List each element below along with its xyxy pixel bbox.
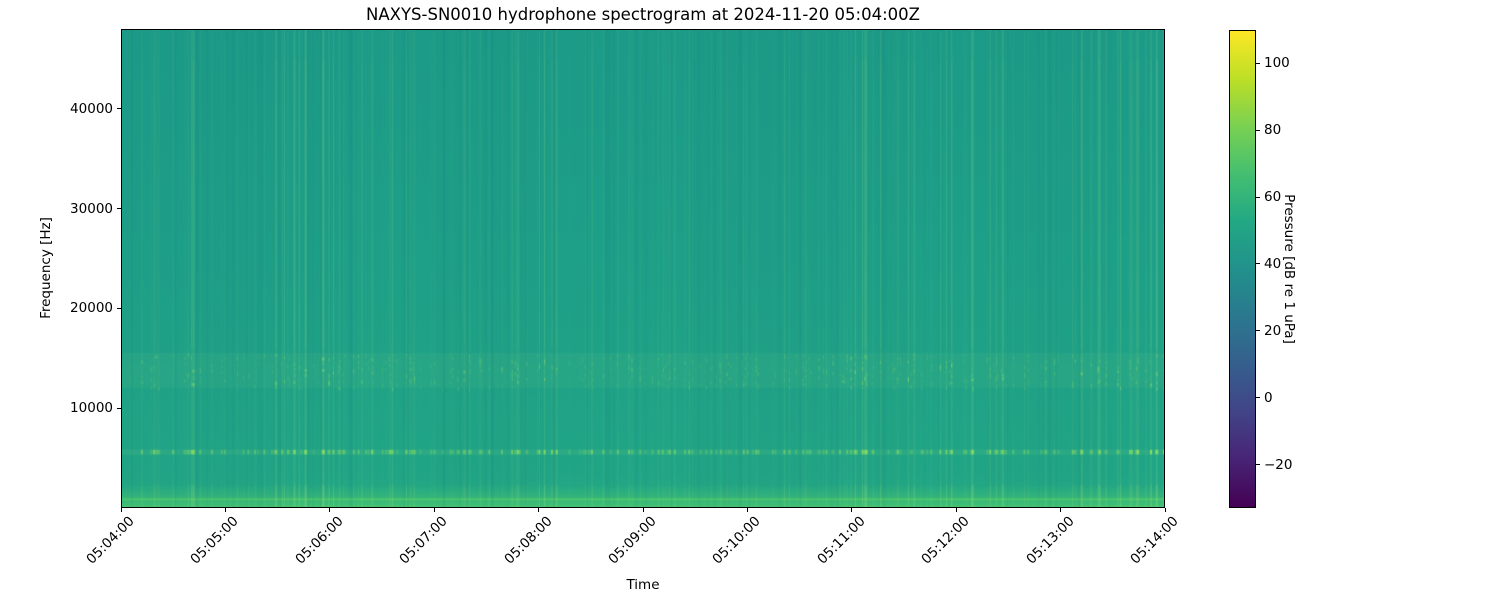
x-tick-label: 05:12:00 [918,513,973,568]
x-tick-label: 05:09:00 [605,513,660,568]
colorbar-tick-label: 20 [1264,322,1282,339]
chart-title: NAXYS-SN0010 hydrophone spectrogram at 2… [366,5,920,24]
x-tick-mark [746,508,748,512]
y-tick-label: 30000 [70,200,113,217]
colorbar-tick-mark [1256,464,1260,466]
x-tick-mark [329,508,331,512]
x-tick-mark [1060,508,1062,512]
plot-area [121,29,1165,508]
x-tick-mark [433,508,435,512]
x-tick-mark [1164,508,1166,512]
x-tick-label: 05:06:00 [292,513,347,568]
colorbar-gradient [1230,31,1255,507]
y-tick-label: 40000 [70,100,113,117]
colorbar-tick-label: −20 [1264,456,1293,473]
x-tick-mark [955,508,957,512]
spectrogram-image [122,30,1164,507]
colorbar [1229,30,1256,508]
y-tick-label: 10000 [70,400,113,417]
x-tick-label: 05:07:00 [396,513,451,568]
x-tick-mark [120,508,122,512]
x-tick-label: 05:10:00 [709,513,764,568]
y-axis-label: Frequency [Hz] [38,217,54,319]
y-tick-mark [117,108,121,110]
x-tick-mark [538,508,540,512]
x-axis-label: Time [626,577,660,593]
x-tick-label: 05:14:00 [1127,513,1182,568]
x-tick-label: 05:05:00 [187,513,242,568]
x-tick-label: 05:13:00 [1023,513,1078,568]
colorbar-tick-mark [1256,129,1260,131]
y-tick-label: 20000 [70,300,113,317]
colorbar-tick-mark [1256,397,1260,399]
y-tick-mark [117,307,121,309]
colorbar-tick-label: 80 [1264,122,1282,139]
x-tick-mark [642,508,644,512]
x-tick-mark [224,508,226,512]
x-tick-mark [851,508,853,512]
colorbar-tick-label: 0 [1264,389,1273,406]
x-tick-label: 05:11:00 [814,513,869,568]
colorbar-tick-mark [1256,62,1260,64]
y-tick-mark [117,407,121,409]
colorbar-tick-mark [1256,330,1260,332]
colorbar-tick-label: 60 [1264,189,1282,206]
x-tick-label: 05:04:00 [83,513,138,568]
colorbar-tick-mark [1256,196,1260,198]
x-tick-label: 05:08:00 [501,513,556,568]
colorbar-tick-label: 100 [1264,55,1290,72]
colorbar-tick-mark [1256,263,1260,265]
colorbar-tick-label: 40 [1264,255,1282,272]
y-tick-mark [117,208,121,210]
